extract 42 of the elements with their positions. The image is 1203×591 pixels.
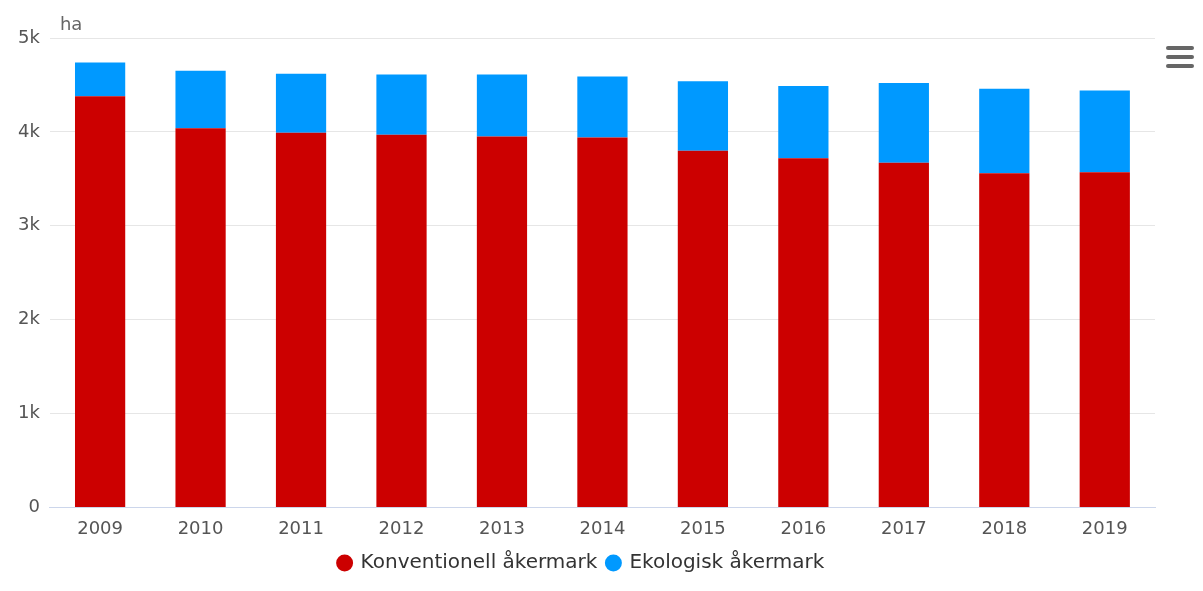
x-tick-label: 2014 [579, 516, 626, 538]
bar [175, 128, 226, 507]
x-tick-label: 2011 [278, 516, 324, 538]
bar [1079, 90, 1130, 173]
bar [74, 62, 126, 97]
y-tick-label: 2k [17, 307, 41, 329]
bar [677, 150, 729, 507]
bar [878, 83, 929, 163]
x-tick-label: 2016 [780, 516, 827, 538]
bar [778, 85, 829, 159]
x-tick-label: 2012 [378, 516, 425, 538]
y-tick-label: 4k [17, 119, 41, 141]
bar [1079, 172, 1130, 507]
bar [275, 132, 327, 507]
bar [476, 136, 528, 507]
x-tick-label: 2018 [981, 516, 1028, 538]
x-tick-label: 2013 [479, 516, 525, 538]
y-tick-label: 0 [28, 495, 40, 517]
legend-label: Konventionell åkermark [360, 549, 598, 574]
y-tick-label: 1k [17, 401, 41, 423]
bar [878, 162, 929, 507]
bar [175, 70, 226, 129]
bar [275, 73, 327, 133]
bar [376, 134, 427, 507]
y-tick-label: 5k [17, 25, 41, 47]
bar [979, 88, 1030, 174]
bar [476, 74, 528, 137]
x-tick-label: 2010 [177, 516, 224, 538]
bar [677, 81, 729, 151]
bar [376, 74, 427, 135]
x-tick-label: 2019 [1081, 516, 1128, 538]
legend-label: Ekologisk åkermark [629, 549, 825, 574]
x-tick-label: 2017 [880, 516, 927, 538]
bar [979, 173, 1030, 507]
x-tick-label: 2015 [680, 516, 726, 538]
bar [74, 96, 126, 507]
bar [778, 158, 829, 507]
x-tick-label: 2009 [77, 516, 124, 538]
bar [577, 76, 628, 138]
bar [577, 137, 628, 507]
y-axis-title: ha [59, 12, 83, 34]
y-tick-label: 3k [17, 213, 41, 235]
